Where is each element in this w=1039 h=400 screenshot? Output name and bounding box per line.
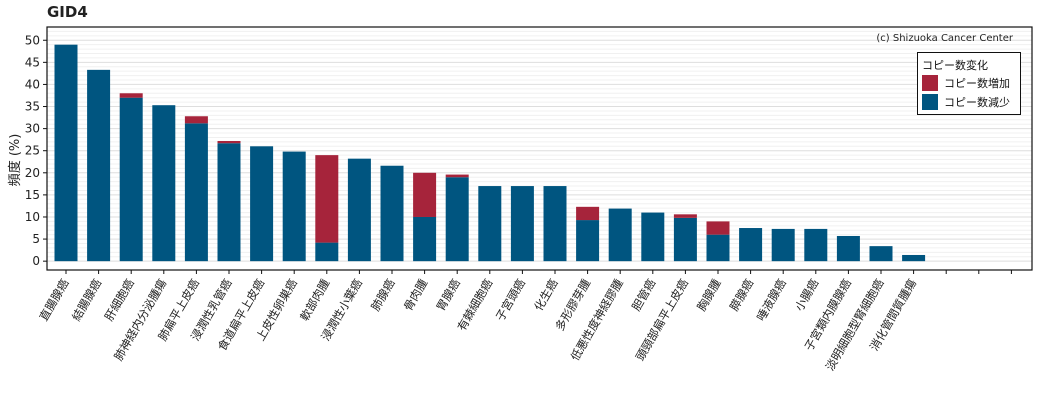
bar-loss bbox=[217, 143, 241, 262]
x-tick-label: 軟部肉腫 bbox=[297, 276, 332, 323]
x-tick-label: 骨肉腫 bbox=[401, 276, 431, 313]
x-tick-label: 唾液腺癌 bbox=[754, 276, 789, 323]
x-tick-label: 肺腺癌 bbox=[368, 276, 398, 313]
x-tick-label: 膵腺癌 bbox=[727, 276, 757, 313]
bar-loss bbox=[771, 228, 795, 262]
bars-layer bbox=[54, 44, 926, 262]
bar-gain bbox=[576, 206, 600, 221]
y-tick-label: 40 bbox=[25, 77, 40, 91]
y-tick-label: 15 bbox=[25, 188, 40, 202]
x-tick-label: 胆管癌 bbox=[629, 276, 659, 313]
x-tick-label: 胸腺腫 bbox=[694, 276, 724, 313]
bar-loss bbox=[184, 123, 208, 262]
bar-loss bbox=[641, 212, 665, 262]
bar-gain bbox=[119, 93, 143, 98]
y-tick-label: 50 bbox=[25, 33, 40, 47]
bar-gain bbox=[217, 140, 241, 144]
bar-loss bbox=[869, 246, 893, 262]
legend-item-gain: コピー数増加 bbox=[922, 75, 1010, 91]
y-tick-label: 45 bbox=[25, 55, 40, 69]
bar-loss bbox=[54, 44, 78, 262]
legend: コピー数変化 コピー数増加 コピー数減少 bbox=[917, 52, 1021, 115]
bar-loss bbox=[87, 69, 111, 262]
y-tick-label: 5 bbox=[32, 232, 40, 246]
bar-loss bbox=[576, 220, 600, 262]
bar-loss bbox=[706, 234, 730, 262]
bar-loss bbox=[836, 235, 860, 262]
bar-loss bbox=[380, 165, 404, 262]
legend-swatch-loss bbox=[922, 94, 938, 110]
bar-loss bbox=[608, 208, 632, 262]
bar-gain bbox=[706, 221, 730, 235]
x-axis: 直腸腺癌結腸腺癌肝細胞癌肺神経内分泌腫瘍肺扁平上皮癌浸潤性乳管癌食道扁平上皮癌上… bbox=[36, 270, 1012, 373]
bar-loss bbox=[347, 158, 371, 262]
legend-label-gain: コピー数増加 bbox=[944, 77, 1010, 90]
bar-loss bbox=[510, 186, 534, 262]
bar-loss bbox=[315, 242, 339, 262]
bar-gain bbox=[184, 116, 208, 124]
y-tick-label: 25 bbox=[25, 144, 40, 158]
bar-gain bbox=[445, 174, 469, 178]
bar-loss bbox=[119, 97, 143, 262]
copyright-annotation: (c) Shizuoka Cancer Center bbox=[876, 33, 1013, 44]
bar-loss bbox=[445, 177, 469, 262]
bar-loss bbox=[478, 186, 502, 262]
x-tick-label: 肝細胞癌 bbox=[102, 276, 137, 323]
bar-loss bbox=[152, 105, 176, 262]
bar-loss bbox=[543, 186, 567, 262]
bar-loss bbox=[282, 151, 306, 262]
x-tick-label: 結腸腺癌 bbox=[69, 276, 104, 323]
legend-title: コピー数変化 bbox=[922, 59, 988, 72]
chart-title: GID4 bbox=[47, 3, 88, 21]
y-tick-label: 35 bbox=[25, 100, 40, 114]
bar-gain bbox=[673, 214, 697, 218]
grid-layer bbox=[47, 30, 1032, 262]
legend-label-loss: コピー数減少 bbox=[944, 96, 1010, 109]
bar-loss bbox=[250, 146, 274, 262]
y-axis-label: 頻度 (%) bbox=[7, 134, 23, 187]
bar-loss bbox=[413, 216, 437, 262]
bar-loss bbox=[804, 228, 828, 262]
y-tick-label: 20 bbox=[25, 166, 40, 180]
x-tick-label: 子宮頭癌 bbox=[493, 276, 528, 323]
legend-item-loss: コピー数減少 bbox=[922, 94, 1010, 110]
x-tick-label: 淡明細胞型腎細胞癌 bbox=[823, 276, 887, 373]
x-tick-label: 胃腺癌 bbox=[433, 276, 463, 313]
bar-loss bbox=[673, 217, 697, 262]
y-tick-label: 30 bbox=[25, 122, 40, 136]
bar-loss bbox=[739, 228, 763, 262]
y-axis: 0 5 10 15 20 25 30 35 40 45 50 bbox=[25, 33, 47, 268]
x-tick-label: 化生癌 bbox=[531, 276, 561, 313]
bar-gain bbox=[413, 172, 437, 217]
y-tick-label: 10 bbox=[25, 210, 40, 224]
bar-loss bbox=[902, 254, 926, 262]
x-tick-label: 直腸腺癌 bbox=[36, 276, 71, 323]
y-tick-label: 0 bbox=[32, 254, 40, 268]
x-tick-label: 小腸癌 bbox=[792, 276, 822, 313]
legend-swatch-gain bbox=[922, 75, 938, 91]
plot-frame bbox=[46, 26, 1033, 271]
bar-gain bbox=[315, 155, 339, 243]
